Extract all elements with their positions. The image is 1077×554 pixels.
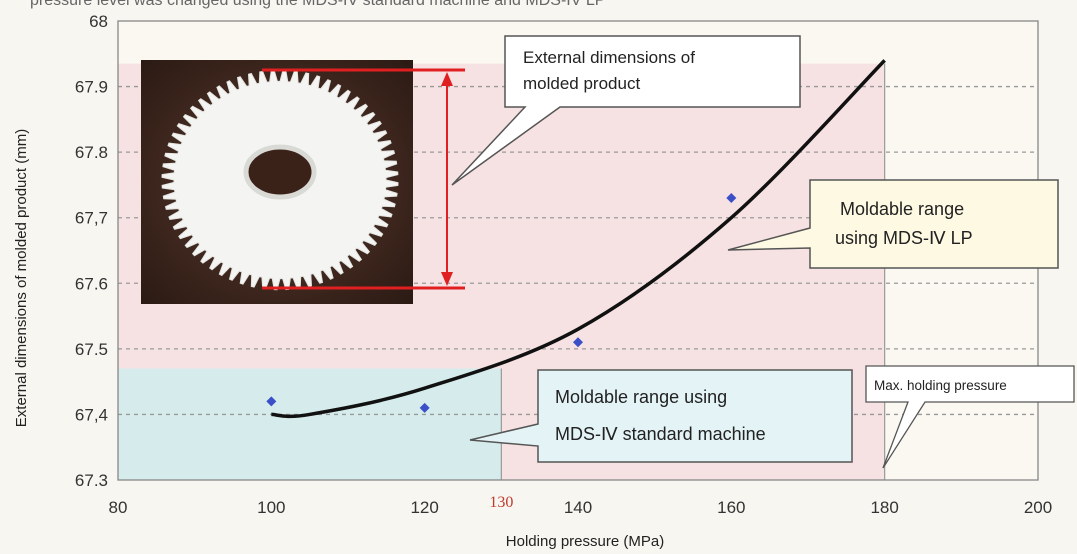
y-tick-label: 67.3 <box>75 471 108 490</box>
y-tick-label: 67.6 <box>75 274 108 293</box>
data-point <box>726 193 737 204</box>
callout-max-pressure-text: Max. holding pressure <box>874 378 1007 393</box>
x-tick-label: 120 <box>410 498 438 517</box>
y-axis-title: External dimensions of molded product (m… <box>13 129 30 427</box>
callout-lp-range: Moldable range using MDS-Ⅳ LP <box>727 179 1059 269</box>
y-tick-label: 67,4 <box>75 405 108 424</box>
callout-external-line2: molded product <box>523 74 640 93</box>
y-tick-label: 67,7 <box>75 209 108 228</box>
callout-standard-line2: MDS-Ⅳ standard machine <box>555 424 766 444</box>
x-tick-label: 180 <box>870 498 898 517</box>
callout-standard-range: Moldable range using MDS-Ⅳ standard mach… <box>469 369 853 463</box>
header-text-fragment: pressure level was changed using the MDS… <box>30 0 606 9</box>
region-standard <box>118 368 502 480</box>
x-tick-label: 160 <box>717 498 745 517</box>
x-axis-title: Holding pressure (MPa) <box>506 533 664 550</box>
callout-lp-line2: using MDS-Ⅳ LP <box>835 228 973 248</box>
callout-max-pressure: Max. holding pressure <box>865 365 1075 469</box>
x-tick-label: 80 <box>109 498 128 517</box>
trend-curve <box>271 59 886 419</box>
callout-lp-line1: Moldable range <box>840 199 964 219</box>
x-tick-label: 100 <box>257 498 285 517</box>
callout-standard-line1: Moldable range using <box>555 387 727 407</box>
data-point <box>419 402 430 413</box>
x-tick-label: 200 <box>1024 498 1052 517</box>
data-point <box>266 396 277 407</box>
data-point <box>573 337 583 348</box>
callout-external-dimensions: External dimensions of molded product <box>451 35 801 186</box>
callout-external-line1: External dimensions of <box>523 48 695 67</box>
y-tick-label: 68 <box>89 12 108 31</box>
y-tick-label: 67.8 <box>75 143 108 162</box>
y-tick-label: 67.5 <box>75 340 108 359</box>
gear-photo <box>141 60 465 304</box>
x-marker-130: 130 <box>489 494 513 511</box>
y-tick-label: 67.9 <box>75 78 108 97</box>
x-tick-label: 140 <box>564 498 592 517</box>
